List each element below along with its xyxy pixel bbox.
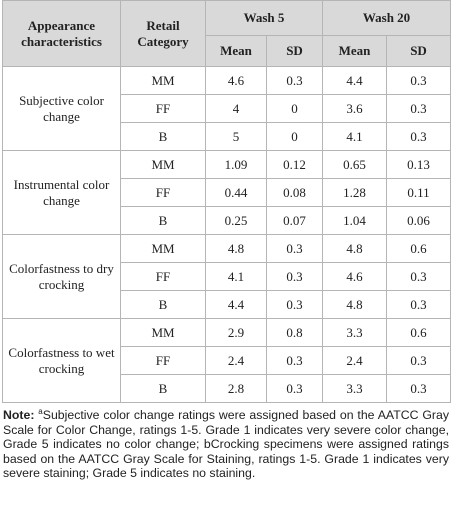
category-cell: B <box>120 290 206 319</box>
table-row: Colorfastness to wet crocking MM 2.9 0.8 3.3… <box>2 318 452 403</box>
value-cell: 0 <box>265 122 324 151</box>
value-cell: 0.6 <box>386 318 452 347</box>
category-cell: MM <box>120 318 206 347</box>
note-text: Subjective color change ratings were ass… <box>3 408 449 481</box>
value-cell: 0.12 <box>265 150 324 179</box>
value-cell: 0.3 <box>265 66 324 95</box>
value-cell: 2.4 <box>205 346 267 375</box>
header-cell: Wash 5 <box>204 0 324 36</box>
header-cell: Appearance characteristics <box>2 0 121 67</box>
value-cell: 0.3 <box>265 290 324 319</box>
note-superscript: a <box>38 406 43 416</box>
subheader-cell: SD <box>265 35 324 67</box>
value-cell: 2.9 <box>205 318 267 347</box>
category-cell: MM <box>120 66 206 95</box>
category-cell: FF <box>120 262 206 291</box>
table-row: B 2.8 0.3 3.3 0.3 <box>3 374 452 403</box>
value-cell: 0.3 <box>386 122 452 151</box>
header-cell: Retail Category <box>120 0 206 67</box>
value-cell: 0.3 <box>386 374 452 403</box>
value-cell: 0.3 <box>265 346 324 375</box>
value-cell: 0.3 <box>386 262 452 291</box>
value-cell: 0.06 <box>386 206 452 235</box>
value-cell: 4 <box>205 94 267 123</box>
value-cell: 0.08 <box>265 178 324 207</box>
value-cell: 4.8 <box>322 234 388 263</box>
note-label: Note: <box>3 408 35 422</box>
value-cell: 1.28 <box>322 178 388 207</box>
value-cell: 3.3 <box>322 318 388 347</box>
value-cell: 0.8 <box>265 318 324 347</box>
value-cell: 2.4 <box>322 346 388 375</box>
table-row: FF 4 0 3.6 0.3 <box>3 94 452 123</box>
value-cell: 4.6 <box>322 262 388 291</box>
group-label: Colorfastness to wet crocking <box>2 318 121 403</box>
value-cell: 0.44 <box>205 178 267 207</box>
value-cell: 0.6 <box>386 234 452 263</box>
subheader-cell: Mean <box>322 35 388 67</box>
category-cell: FF <box>120 94 206 123</box>
value-cell: 4.8 <box>205 234 267 263</box>
subheader-cell: SD <box>386 35 452 67</box>
value-cell: 3.6 <box>322 94 388 123</box>
value-cell: 0.3 <box>386 66 452 95</box>
value-cell: 0.3 <box>265 374 324 403</box>
table-row: Instrumental color change MM 1.09 0.12 0.65 0… <box>2 150 452 235</box>
value-cell: 4.6 <box>205 66 267 95</box>
value-cell: 0.3 <box>386 94 452 123</box>
value-cell: 0.3 <box>386 290 452 319</box>
value-cell: 4.8 <box>322 290 388 319</box>
group-label: Instrumental color change <box>2 150 121 235</box>
value-cell: 4.1 <box>322 122 388 151</box>
table-row: B 5 0 4.1 0.3 <box>3 122 452 151</box>
group-label: Subjective color change <box>2 66 121 151</box>
value-cell: 0.3 <box>265 262 324 291</box>
value-cell: 3.3 <box>322 374 388 403</box>
value-cell: 4.4 <box>322 66 388 95</box>
note: Note: aSubjective color change ratings w… <box>3 406 449 481</box>
value-cell: 0.13 <box>386 150 452 179</box>
data-table: Appearance characteristics Retail Catego… <box>2 0 452 403</box>
table-row: Colorfastness to dry crocking MM 4.8 0.3 4.8… <box>2 234 452 319</box>
value-cell: 0.65 <box>322 150 388 179</box>
value-cell: 1.09 <box>205 150 267 179</box>
category-cell: B <box>120 374 206 403</box>
category-cell: MM <box>120 150 206 179</box>
table-row: B 4.4 0.3 4.8 0.3 <box>3 290 452 319</box>
value-cell: 5 <box>205 122 267 151</box>
value-cell: 4.1 <box>205 262 267 291</box>
value-cell: 0.3 <box>386 346 452 375</box>
value-cell: 0.11 <box>386 178 452 207</box>
table-row: Subjective color change MM 4.6 0.3 4.4 0.3 <box>2 66 452 151</box>
header-cell: Wash 20 <box>322 0 452 36</box>
category-cell: FF <box>120 178 206 207</box>
value-cell: 2.8 <box>205 374 267 403</box>
category-cell: FF <box>120 346 206 375</box>
category-cell: B <box>120 122 206 151</box>
category-cell: B <box>120 206 206 235</box>
group-label: Colorfastness to dry crocking <box>2 234 121 319</box>
subheader-cell: Mean <box>205 35 267 67</box>
value-cell: 0.3 <box>265 234 324 263</box>
category-cell: MM <box>120 234 206 263</box>
table-row: FF 4.1 0.3 4.6 0.3 <box>3 262 452 291</box>
value-cell: 0.25 <box>205 206 267 235</box>
value-cell: 4.4 <box>205 290 267 319</box>
value-cell: 0.07 <box>265 206 324 235</box>
value-cell: 1.04 <box>322 206 388 235</box>
value-cell: 0 <box>265 94 324 123</box>
